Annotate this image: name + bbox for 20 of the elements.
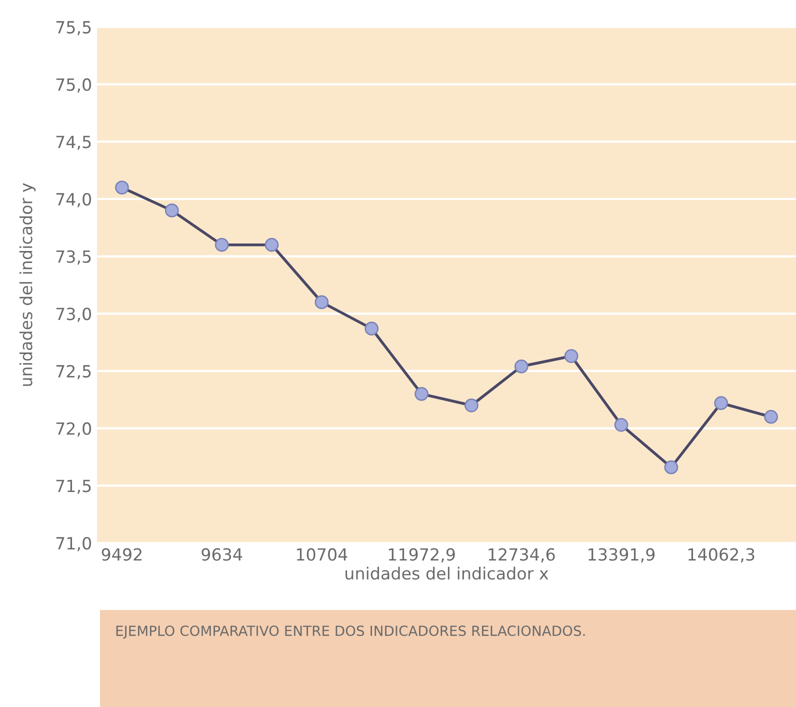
y-tick-label: 73,0 xyxy=(56,308,92,322)
x-tick-label: 13391,9 xyxy=(588,548,655,562)
x-tick-label: 12734,6 xyxy=(488,548,555,562)
y-tick-label: 72,0 xyxy=(56,422,92,437)
x-tick-label: 14062,3 xyxy=(688,548,754,562)
y-tick-label: 71,5 xyxy=(56,480,91,494)
y-tick-label: 75,0 xyxy=(56,78,92,93)
x-tick-label: 9634 xyxy=(202,548,242,561)
text: EJEMPLO COMPARATIVO ENTRE DOS INDICADORES RELACIONADOS. xyxy=(116,626,585,639)
y-tick-label: 72,5 xyxy=(56,364,91,380)
x-tick-label: 10704 xyxy=(297,548,348,561)
y-tick-label: 71,0 xyxy=(56,536,92,552)
x-tick-label: 11972,9 xyxy=(388,548,455,562)
y-tick-label: 74,5 xyxy=(56,136,91,150)
y-tick-label: 74,0 xyxy=(56,192,92,208)
y-tick-label: 75,5 xyxy=(56,21,91,36)
x-tick-label: 9492 xyxy=(102,548,142,561)
y-tick-label: 73,5 xyxy=(56,250,91,265)
y-axis-title: unidades del indicador y xyxy=(19,183,36,386)
x-axis-title: unidades del indicador x xyxy=(346,566,548,580)
